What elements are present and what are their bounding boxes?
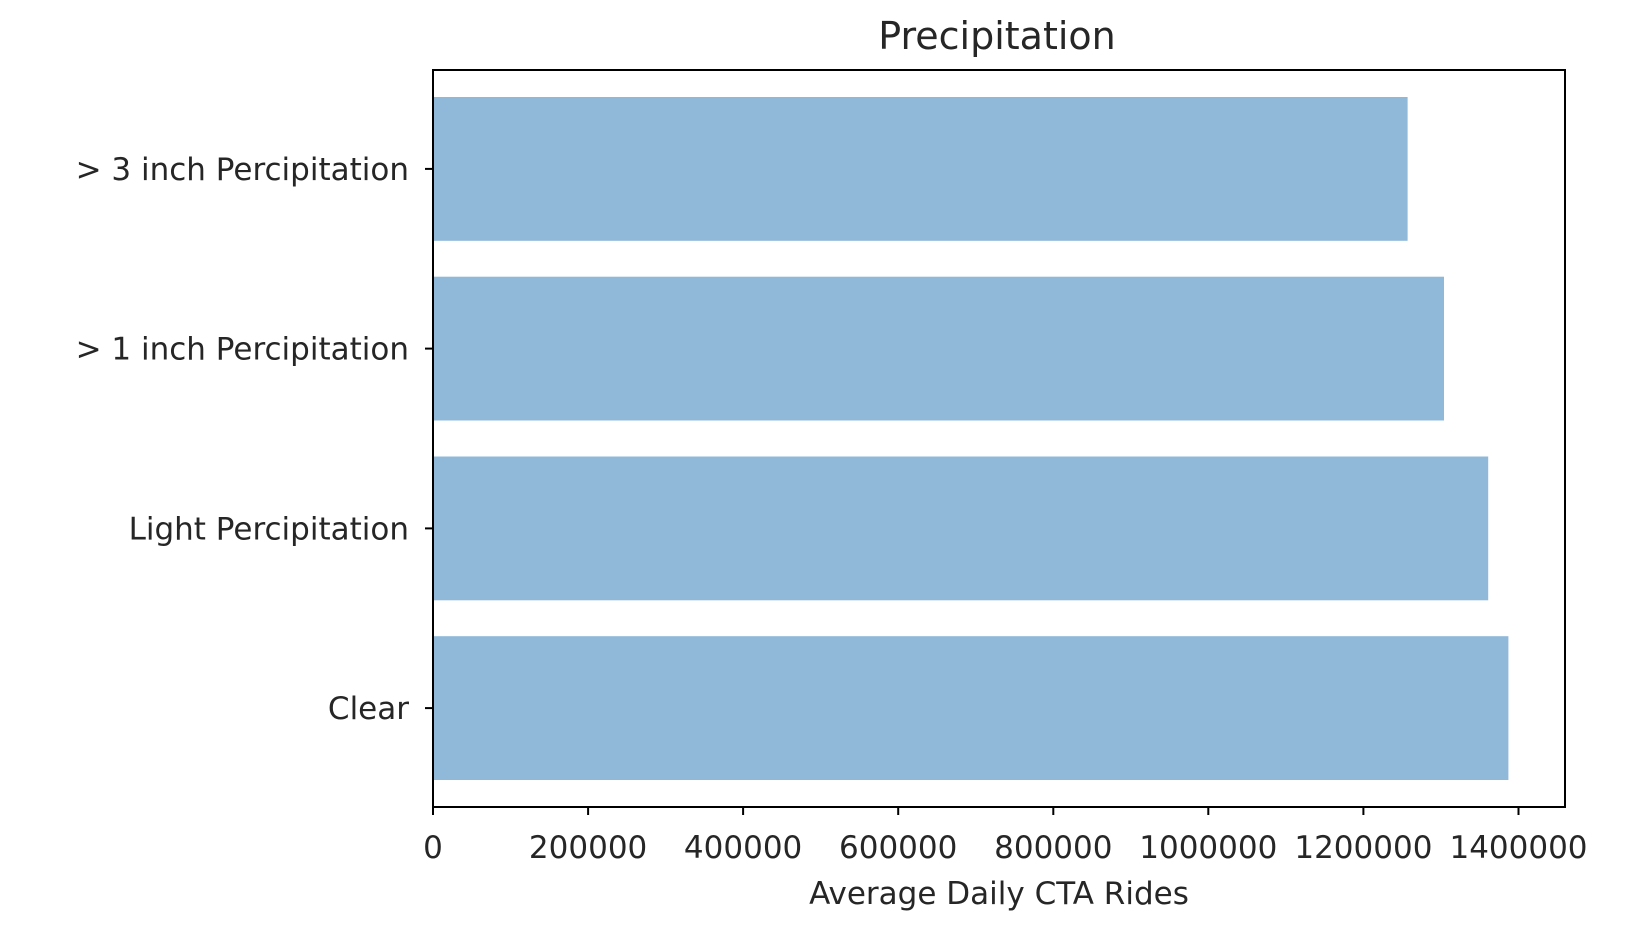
bar	[433, 276, 1444, 421]
x-tick-label: 400000	[684, 830, 802, 866]
y-tick-label: > 3 inch Percipitation	[76, 152, 409, 188]
bar	[433, 97, 1408, 241]
x-tick-label: 800000	[994, 830, 1112, 866]
x-tick-label: 600000	[839, 830, 957, 866]
bars-group	[433, 97, 1509, 780]
x-tick-label: 0	[423, 830, 443, 866]
x-axis: 0 200000 400000 600000 800000 1000000 1200000 1…	[423, 807, 1588, 866]
x-tick-label: 200000	[529, 830, 647, 866]
bar	[433, 456, 1489, 601]
y-tick-label: > 1 inch Percipitation	[76, 332, 409, 368]
bar	[433, 636, 1509, 780]
y-axis: Clear Light Percipitation > 1 inch Percipi…	[76, 152, 433, 727]
y-tick-label: Clear	[328, 691, 409, 727]
x-tick-label: 1200000	[1294, 830, 1432, 866]
chart-title: Precipitation	[878, 14, 1116, 58]
x-tick-label: 1000000	[1139, 830, 1277, 866]
x-axis-label: Average Daily CTA Rides	[809, 876, 1189, 912]
y-tick-label: Light Percipitation	[129, 511, 409, 547]
plot-frame	[432, 69, 1566, 808]
x-tick-label: 1400000	[1449, 830, 1587, 866]
